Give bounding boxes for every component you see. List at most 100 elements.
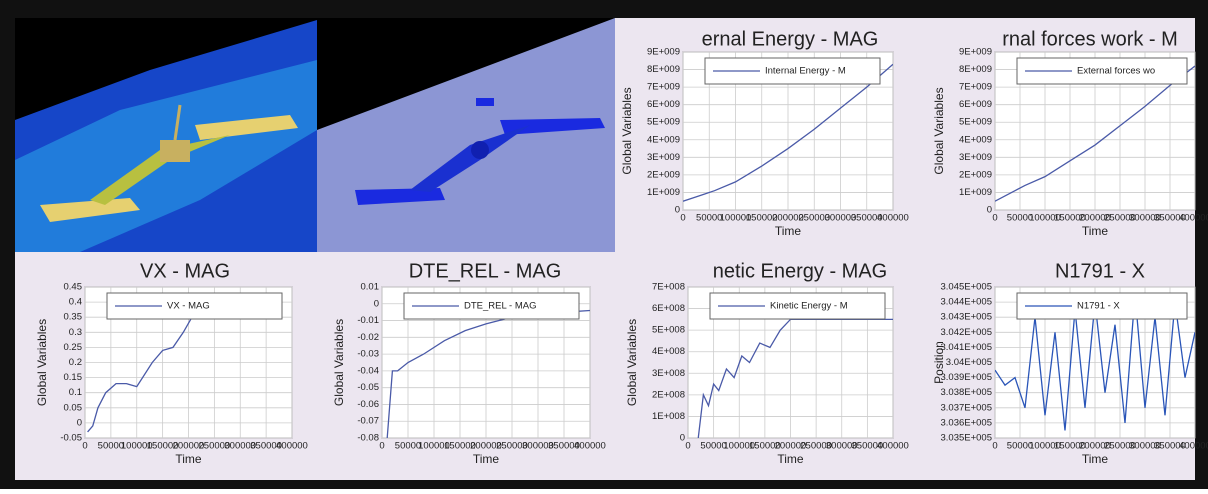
y-tick-label: 4E+009 bbox=[647, 134, 680, 145]
x-tick-label: 200000 bbox=[173, 441, 205, 452]
y-tick-label: 7E+008 bbox=[652, 282, 685, 293]
x-axis-label: Time bbox=[473, 452, 500, 466]
x-tick-label: 400000 bbox=[877, 441, 909, 452]
x-tick-label: 50000 bbox=[395, 441, 421, 452]
x-tick-label: 350000 bbox=[852, 441, 884, 452]
x-tick-label: 250000 bbox=[199, 441, 231, 452]
y-tick-label: 0.05 bbox=[64, 402, 83, 413]
series-line bbox=[87, 301, 205, 433]
y-tick-label: 3E+009 bbox=[959, 152, 992, 163]
x-axis-label: Time bbox=[1082, 224, 1109, 238]
x-tick-label: 400000 bbox=[1179, 441, 1208, 452]
y-tick-label: 5E+009 bbox=[959, 117, 992, 128]
y-tick-label: -0.05 bbox=[60, 433, 82, 444]
y-axis-label: Global Variables bbox=[620, 87, 634, 174]
x-tick-label: 300000 bbox=[1129, 441, 1161, 452]
y-tick-label: 2E+009 bbox=[647, 169, 680, 180]
y-tick-label: 5E+009 bbox=[647, 117, 680, 128]
legend-label: N1791 - X bbox=[1077, 301, 1120, 312]
x-tick-label: 100000 bbox=[1029, 441, 1061, 452]
y-axis-label: Global Variables bbox=[625, 319, 639, 406]
y-tick-label: 9E+009 bbox=[959, 47, 992, 58]
x-tick-label: 200000 bbox=[1079, 441, 1111, 452]
y-tick-label: 0.45 bbox=[64, 282, 83, 293]
y-tick-label: 4E+009 bbox=[959, 134, 992, 145]
legend-label: Internal Energy - M bbox=[765, 66, 846, 77]
y-tick-label: -0.05 bbox=[357, 382, 379, 393]
x-tick-label: 50000 bbox=[696, 213, 722, 224]
y-tick-label: -0.08 bbox=[357, 433, 379, 444]
y-tick-label: 1E+009 bbox=[647, 187, 680, 198]
y-tick-label: 3.042E+005 bbox=[940, 327, 992, 338]
y-tick-label: 3.041E+005 bbox=[940, 342, 992, 353]
y-tick-label: -0.04 bbox=[357, 365, 379, 376]
viewport-right bbox=[317, 18, 615, 252]
x-tick-label: 350000 bbox=[250, 441, 282, 452]
x-tick-label: 350000 bbox=[1154, 441, 1186, 452]
x-tick-label: 400000 bbox=[574, 441, 606, 452]
x-tick-label: 300000 bbox=[522, 441, 554, 452]
x-tick-label: 50000 bbox=[700, 441, 726, 452]
x-tick-label: 350000 bbox=[851, 213, 883, 224]
y-tick-label: -0.01 bbox=[357, 315, 379, 326]
y-tick-label: 0.3 bbox=[69, 327, 82, 338]
x-tick-label: 100000 bbox=[723, 441, 755, 452]
x-tick-label: 150000 bbox=[1054, 213, 1086, 224]
x-tick-label: 150000 bbox=[746, 213, 778, 224]
legend-label: DTE_REL - MAG bbox=[464, 301, 537, 312]
y-tick-label: 6E+009 bbox=[959, 99, 992, 110]
y-tick-label: 1E+008 bbox=[652, 411, 685, 422]
legend-label: VX - MAG bbox=[167, 301, 210, 312]
y-tick-label: 3.037E+005 bbox=[940, 402, 992, 413]
y-tick-label: 3.038E+005 bbox=[940, 387, 992, 398]
y-tick-label: 6E+009 bbox=[647, 99, 680, 110]
x-tick-label: 400000 bbox=[1179, 213, 1208, 224]
y-tick-label: 3.04E+005 bbox=[946, 357, 992, 368]
x-tick-label: 350000 bbox=[548, 441, 580, 452]
y-tick-label: 0.2 bbox=[69, 357, 82, 368]
y-tick-label: 3.035E+005 bbox=[940, 433, 992, 444]
legend-label: Kinetic Energy - M bbox=[770, 301, 848, 312]
x-tick-label: 100000 bbox=[418, 441, 450, 452]
x-tick-label: 0 bbox=[992, 441, 997, 452]
y-tick-label: 0 bbox=[374, 298, 379, 309]
y-tick-label: -0.02 bbox=[357, 332, 379, 343]
x-tick-label: 100000 bbox=[720, 213, 752, 224]
x-tick-label: 50000 bbox=[98, 441, 124, 452]
x-tick-label: 300000 bbox=[825, 213, 857, 224]
y-tick-label: -0.06 bbox=[357, 399, 379, 410]
y-tick-label: -0.03 bbox=[357, 349, 379, 360]
x-tick-label: 150000 bbox=[1054, 441, 1086, 452]
x-tick-label: 0 bbox=[82, 441, 87, 452]
legend-label: External forces wo bbox=[1077, 66, 1155, 77]
chart-title: DTE_REL - MAG bbox=[409, 260, 562, 282]
y-tick-label: 3.044E+005 bbox=[940, 297, 992, 308]
chart-title: N1791 - X bbox=[1055, 260, 1145, 282]
y-tick-label: 3.043E+005 bbox=[940, 312, 992, 323]
y-tick-label: 2E+008 bbox=[652, 389, 685, 400]
y-tick-label: 0.15 bbox=[64, 372, 83, 383]
y-tick-label: 0 bbox=[675, 205, 680, 216]
x-tick-label: 0 bbox=[379, 441, 384, 452]
x-tick-label: 200000 bbox=[1079, 213, 1111, 224]
x-tick-label: 200000 bbox=[470, 441, 502, 452]
x-tick-label: 250000 bbox=[1104, 441, 1136, 452]
x-tick-label: 300000 bbox=[224, 441, 256, 452]
x-tick-label: 0 bbox=[680, 213, 685, 224]
x-tick-label: 250000 bbox=[496, 441, 528, 452]
y-tick-label: 0.1 bbox=[69, 387, 82, 398]
chart-title: rnal forces work - M bbox=[1002, 28, 1178, 50]
y-tick-label: 6E+008 bbox=[652, 303, 685, 314]
x-tick-label: 0 bbox=[685, 441, 690, 452]
x-tick-label: 50000 bbox=[1007, 441, 1033, 452]
x-axis-label: Time bbox=[1082, 452, 1109, 466]
y-tick-label: 0.01 bbox=[361, 282, 380, 293]
y-axis-label: Position bbox=[932, 341, 946, 384]
y-tick-label: 0.25 bbox=[64, 342, 83, 353]
viewport-left bbox=[15, 18, 317, 252]
y-tick-label: 3.036E+005 bbox=[940, 417, 992, 428]
y-tick-label: 3E+008 bbox=[652, 368, 685, 379]
y-tick-label: 8E+009 bbox=[959, 64, 992, 75]
y-tick-label: 0 bbox=[77, 417, 82, 428]
